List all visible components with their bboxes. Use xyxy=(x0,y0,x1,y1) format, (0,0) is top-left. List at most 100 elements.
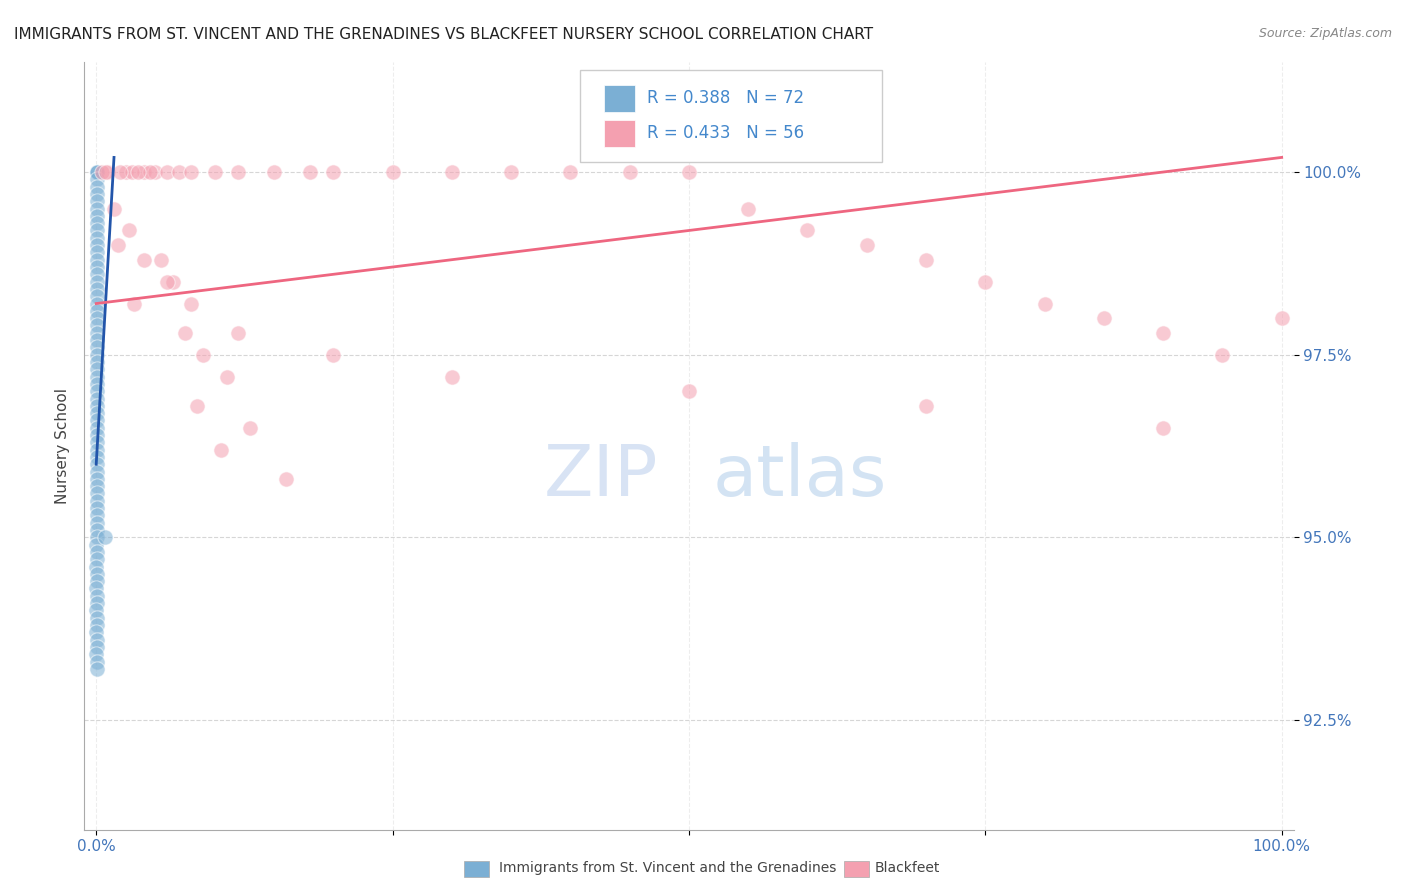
Point xyxy=(86,582,108,596)
Point xyxy=(86,465,108,479)
Point xyxy=(86,392,108,406)
Point xyxy=(974,275,997,289)
Point xyxy=(274,472,297,486)
Point xyxy=(86,589,108,603)
Point xyxy=(86,508,108,523)
Point xyxy=(86,296,108,310)
Point xyxy=(86,376,108,391)
Point xyxy=(86,216,108,230)
Point xyxy=(737,202,759,216)
Point xyxy=(91,165,114,179)
Point xyxy=(298,165,321,179)
Point xyxy=(86,486,108,500)
Point xyxy=(86,165,108,179)
Text: Immigrants from St. Vincent and the Grenadines: Immigrants from St. Vincent and the Gren… xyxy=(499,861,837,875)
Point xyxy=(156,275,179,289)
Text: R = 0.388   N = 72: R = 0.388 N = 72 xyxy=(647,89,804,108)
Point xyxy=(121,165,143,179)
Point xyxy=(86,318,108,333)
Point xyxy=(1152,421,1174,435)
Point xyxy=(381,165,404,179)
Point xyxy=(678,165,700,179)
Point xyxy=(619,165,641,179)
Text: Blackfeet: Blackfeet xyxy=(875,861,939,875)
Point xyxy=(228,165,250,179)
Point xyxy=(150,252,173,267)
Point xyxy=(86,406,108,420)
Point xyxy=(86,655,108,669)
Text: atlas: atlas xyxy=(713,442,887,511)
Point xyxy=(94,165,117,179)
Point xyxy=(678,384,700,399)
Point xyxy=(228,326,250,340)
Point xyxy=(107,238,129,252)
Point xyxy=(86,348,108,362)
Point xyxy=(86,574,108,589)
Point xyxy=(86,530,108,544)
Point xyxy=(855,238,877,252)
Point xyxy=(191,348,214,362)
Point xyxy=(86,245,108,260)
Point xyxy=(86,326,108,340)
Point xyxy=(86,311,108,326)
Point xyxy=(86,399,108,413)
Point xyxy=(86,165,108,179)
Point xyxy=(322,165,344,179)
Point xyxy=(440,165,463,179)
Point xyxy=(86,632,108,647)
Point xyxy=(86,223,108,237)
Text: Source: ZipAtlas.com: Source: ZipAtlas.com xyxy=(1258,27,1392,40)
Point xyxy=(138,165,160,179)
Point xyxy=(86,545,108,559)
Point xyxy=(86,172,108,186)
Point xyxy=(86,333,108,347)
Text: IMMIGRANTS FROM ST. VINCENT AND THE GRENADINES VS BLACKFEET NURSERY SCHOOL CORRE: IMMIGRANTS FROM ST. VINCENT AND THE GREN… xyxy=(14,27,873,42)
Point xyxy=(86,618,108,632)
Point xyxy=(86,362,108,376)
Point xyxy=(86,428,108,442)
Point xyxy=(86,179,108,194)
Point xyxy=(86,625,108,640)
Point xyxy=(1271,311,1294,326)
Point xyxy=(86,647,108,661)
Point xyxy=(796,223,818,237)
Bar xyxy=(605,86,634,112)
Point xyxy=(204,165,226,179)
Point xyxy=(86,472,108,486)
Point xyxy=(186,399,208,413)
Point xyxy=(215,369,238,384)
Point xyxy=(86,303,108,318)
Point xyxy=(86,340,108,354)
Point xyxy=(915,252,938,267)
Point xyxy=(86,559,108,574)
Point xyxy=(86,186,108,201)
Point xyxy=(122,296,145,310)
Point xyxy=(127,165,149,179)
Text: ZIP: ZIP xyxy=(544,442,658,511)
Point xyxy=(86,442,108,457)
Point xyxy=(132,165,155,179)
Point xyxy=(86,523,108,537)
Point xyxy=(108,165,131,179)
Point xyxy=(86,268,108,282)
Point xyxy=(118,223,141,237)
Point xyxy=(322,348,344,362)
Point xyxy=(440,369,463,384)
Point xyxy=(86,538,108,552)
Point xyxy=(86,421,108,435)
Point xyxy=(86,479,108,493)
Point xyxy=(94,530,117,544)
Point xyxy=(115,165,138,179)
Point xyxy=(1033,296,1056,310)
Point xyxy=(103,202,125,216)
Point xyxy=(86,413,108,427)
Point xyxy=(1092,311,1115,326)
Point xyxy=(1152,326,1174,340)
Point xyxy=(180,165,202,179)
Point xyxy=(1211,348,1233,362)
Point xyxy=(86,450,108,464)
Point xyxy=(263,165,285,179)
Text: R = 0.433   N = 56: R = 0.433 N = 56 xyxy=(647,124,804,142)
Point xyxy=(162,275,184,289)
Point xyxy=(86,384,108,399)
